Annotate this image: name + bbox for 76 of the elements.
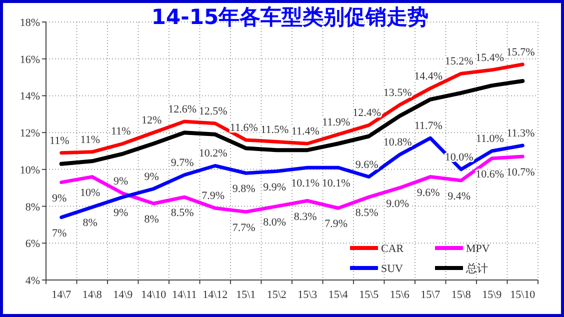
- data-label: 7%: [52, 227, 67, 240]
- x-tick-label: 15\6: [390, 289, 410, 301]
- data-label: 12%: [142, 114, 162, 127]
- data-label: 8.0%: [263, 216, 286, 228]
- data-label: 8%: [144, 214, 159, 226]
- y-tick-label: 12%: [20, 128, 40, 140]
- data-label: 9.4%: [448, 190, 471, 202]
- data-label: 14.4%: [414, 70, 443, 82]
- data-label: 12.5%: [198, 105, 228, 118]
- data-label: 11.0%: [476, 133, 504, 145]
- data-label: 13.5%: [383, 86, 412, 99]
- data-label: 15.4%: [476, 52, 504, 64]
- data-label: 9.7%: [170, 156, 194, 169]
- data-label: 11.4%: [291, 126, 320, 138]
- data-label: 7.9%: [324, 218, 348, 230]
- data-label: 10.8%: [383, 136, 412, 149]
- legend-label: 总计: [465, 262, 488, 275]
- data-label: 11.9%: [322, 116, 350, 128]
- data-label: 11.7%: [414, 120, 442, 132]
- data-label: 9.8%: [232, 183, 256, 196]
- data-label: 8%: [82, 217, 98, 230]
- y-tick-label: 18%: [20, 17, 40, 29]
- legend-label: SUV: [381, 263, 404, 275]
- data-label: 10%: [80, 186, 100, 199]
- data-label: 11%: [49, 134, 70, 147]
- x-tick-label: 14\12: [202, 289, 228, 301]
- x-tick-label: 15\9: [482, 289, 502, 301]
- x-tick-label: 15\5: [359, 289, 380, 301]
- data-label: 11%: [110, 126, 131, 138]
- data-label: 9%: [144, 170, 159, 183]
- data-label: 15.2%: [444, 56, 474, 68]
- y-tick-label: 14%: [20, 90, 40, 103]
- data-label: 15.7%: [506, 46, 535, 58]
- data-label: 9.0%: [386, 198, 410, 210]
- data-label: 8.5%: [170, 207, 194, 220]
- y-tick-label: 16%: [20, 54, 40, 66]
- legend-label: MPV: [466, 243, 490, 255]
- data-label: 7.9%: [202, 190, 225, 202]
- y-tick-label: 4%: [25, 275, 40, 287]
- x-tick-label: 15\7: [420, 289, 441, 301]
- x-tick-label: 14\10: [141, 289, 167, 301]
- data-label: 9.6%: [355, 158, 378, 171]
- data-label: 9%: [114, 207, 128, 220]
- x-tick-label: 15\3: [298, 289, 318, 301]
- x-tick-label: 14\11: [172, 289, 197, 301]
- x-tick-label: 14\9: [113, 289, 134, 301]
- x-tick-label: 14\7: [52, 289, 72, 301]
- y-tick-label: 6%: [25, 238, 40, 250]
- data-label: 11.3%: [506, 127, 535, 140]
- data-label: 12.4%: [352, 107, 382, 120]
- data-label: 9.9%: [263, 181, 286, 194]
- x-tick-label: 15\4: [328, 289, 348, 301]
- y-tick-label: 10%: [20, 164, 40, 176]
- data-label: 12.6%: [168, 104, 197, 116]
- data-label: 8.5%: [355, 207, 378, 220]
- y-tick-label: 8%: [25, 201, 40, 214]
- data-label: 10.7%: [506, 166, 535, 179]
- data-label: 9%: [114, 175, 128, 188]
- data-label: 10.1%: [291, 178, 320, 190]
- data-label: 11%: [80, 134, 100, 146]
- legend-label: CAR: [381, 243, 404, 255]
- data-label: 7.7%: [232, 222, 256, 234]
- data-label: 10.1%: [322, 178, 350, 190]
- x-tick-label: 15\10: [510, 289, 536, 301]
- data-label: 9%: [52, 192, 67, 204]
- data-label: 11.5%: [260, 124, 289, 136]
- x-tick-label: 15\8: [451, 289, 472, 301]
- data-label: 8.3%: [294, 210, 317, 223]
- data-label: 9.6%: [416, 186, 440, 199]
- x-tick-label: 15\2: [266, 289, 286, 301]
- data-label: 10.2%: [198, 148, 228, 160]
- x-tick-label: 14\8: [82, 289, 102, 301]
- data-label: 10.6%: [476, 168, 504, 180]
- x-tick-label: 15\1: [236, 289, 256, 301]
- chart-title: 14-15年各车型类别促销走势: [151, 5, 429, 29]
- data-label: 11.6%: [230, 122, 258, 134]
